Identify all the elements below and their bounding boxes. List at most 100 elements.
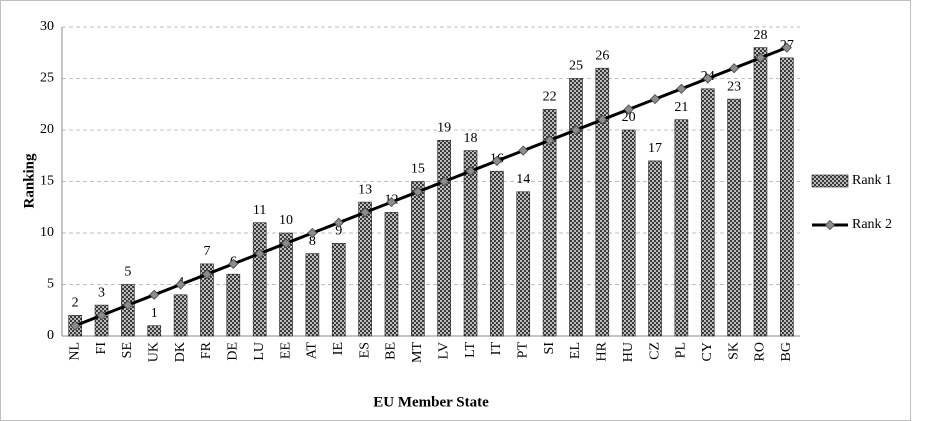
bar (490, 170, 504, 337)
bar (463, 150, 478, 337)
bar (648, 160, 662, 337)
x-tick-label: PL (674, 342, 689, 358)
data-label: 11 (253, 203, 266, 218)
x-tick-label: NL (67, 342, 82, 361)
bar (437, 140, 451, 337)
legend-marker (824, 219, 836, 231)
x-tick-label: ES (357, 342, 372, 358)
x-tick-label: PT (515, 342, 530, 359)
bar (384, 212, 399, 337)
x-tick-label: SK (726, 342, 741, 360)
x-tick-label: AT (305, 342, 320, 360)
data-label: 14 (516, 172, 530, 187)
y-tick-label: 0 (47, 328, 54, 343)
x-tick-label: LU (252, 342, 267, 361)
legend-label: Rank 2 (852, 217, 892, 232)
x-tick-label: HR (595, 341, 610, 361)
y-tick-label: 10 (40, 225, 54, 240)
legend-swatch (811, 174, 849, 188)
data-label: 1 (151, 306, 158, 321)
bar (753, 47, 768, 337)
marker (360, 207, 371, 218)
chart-border (0, 0, 911, 421)
bar (94, 304, 109, 337)
y-tick-label: 15 (40, 174, 54, 189)
bar (252, 222, 267, 337)
x-tick-label: DE (226, 342, 241, 361)
marker (307, 227, 318, 239)
marker (70, 320, 81, 331)
bar (621, 129, 636, 337)
data-label: 10 (279, 213, 293, 228)
data-label: 26 (595, 48, 609, 63)
marker (518, 145, 529, 156)
bar (226, 273, 241, 337)
bar (200, 263, 214, 337)
marker (280, 238, 292, 249)
data-label: 22 (543, 90, 557, 105)
marker (702, 73, 713, 84)
marker (386, 197, 397, 208)
data-label: 21 (674, 100, 688, 115)
bar (121, 284, 135, 337)
data-label: 9 (335, 224, 342, 239)
y-tick-label: 5 (47, 277, 54, 292)
data-label: 18 (464, 131, 478, 146)
marker (96, 310, 107, 321)
bar (411, 181, 425, 337)
marker (729, 63, 740, 74)
x-tick-label: EL (568, 342, 583, 359)
marker (412, 186, 423, 197)
marker (544, 135, 555, 146)
x-tick-label: FI (94, 342, 109, 355)
marker (755, 52, 766, 63)
line (74, 46, 788, 328)
data-label: 15 (411, 162, 425, 177)
x-tick-label: SI (542, 342, 557, 355)
x-tick-label: LV (436, 342, 451, 359)
x-tick-label: BE (384, 342, 399, 360)
x-tick-label: MT (410, 342, 425, 363)
data-label: 23 (727, 79, 741, 94)
x-tick-label: DK (173, 342, 188, 362)
x-tick-label: EE (278, 342, 293, 359)
y-tick-label: 20 (40, 122, 54, 137)
bar (542, 109, 557, 337)
data-label: 28 (753, 28, 767, 43)
x-tick-label: RO (753, 342, 768, 361)
marker (570, 124, 582, 136)
x-tick-label: LT (463, 342, 478, 358)
marker (491, 155, 502, 166)
marker (122, 300, 133, 311)
data-label: 13 (358, 182, 372, 197)
marker (649, 94, 661, 105)
bar (569, 78, 583, 337)
bar (305, 253, 320, 337)
marker (676, 83, 687, 94)
bar (595, 67, 610, 337)
data-label: 7 (203, 244, 210, 259)
marker (597, 114, 608, 125)
marker (781, 42, 792, 53)
x-tick-label: FR (199, 341, 214, 359)
x-axis-title: EU Member State (373, 394, 489, 410)
x-tick-label: BG (779, 342, 794, 361)
data-label: 2 (72, 296, 79, 311)
legend-label: Rank 1 (852, 173, 892, 188)
data-label: 19 (437, 121, 451, 136)
marker (254, 248, 265, 259)
x-tick-label: CZ (647, 342, 662, 360)
bar (147, 325, 162, 337)
x-tick-label: SE (120, 342, 135, 358)
x-tick-label: UK (146, 342, 161, 362)
marker (175, 279, 186, 290)
data-label: 8 (309, 234, 316, 249)
marker (439, 176, 450, 187)
marker (333, 217, 344, 228)
x-tick-label: IE (331, 342, 346, 355)
marker (228, 258, 239, 269)
bar (358, 201, 372, 337)
x-tick-label: CY (700, 342, 715, 361)
y-tick-label: 30 (40, 19, 54, 34)
bar (727, 98, 741, 337)
